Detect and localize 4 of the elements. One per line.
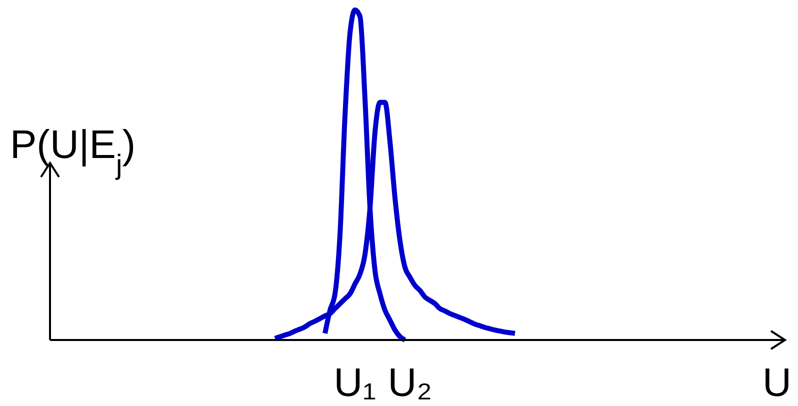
text: U [762,361,792,405]
x-tick-label: U₂ [388,361,432,405]
y-axis-title: P(U|E$_{j}$) [10,123,136,180]
x-tick-label: U₁ [334,361,376,405]
